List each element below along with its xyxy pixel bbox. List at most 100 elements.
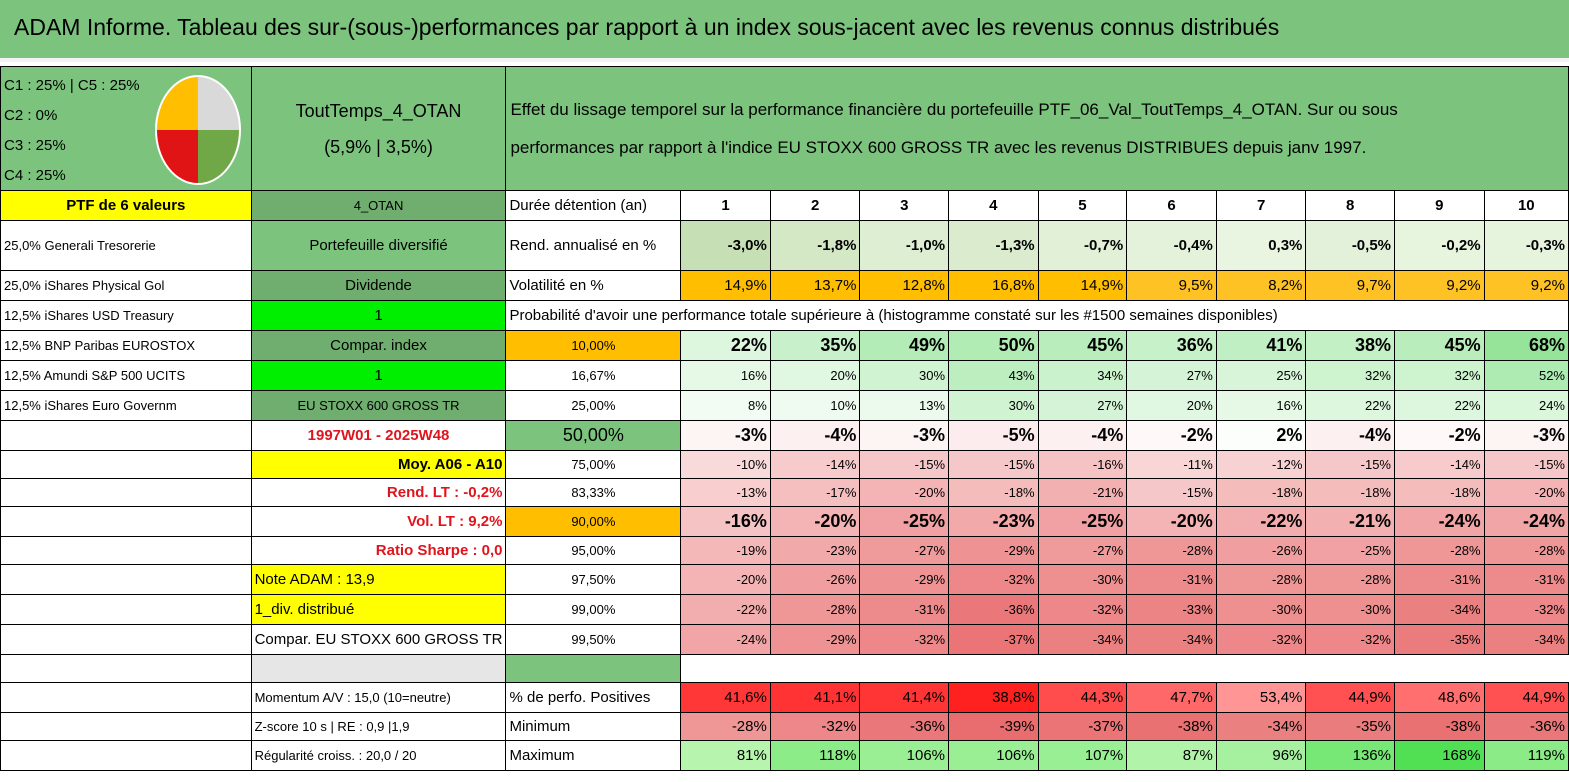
maximum-value: 106% [859,740,950,771]
quantile-value: -3% [1483,420,1569,451]
holding-ishares-usd-treasury: 12,5% iShares USD Treasury [0,300,252,331]
quantile-value: 16% [680,360,771,391]
rend-value: -3,0% [680,220,771,271]
blank-band [681,655,1569,683]
flag-one-a: 1 [250,300,507,331]
quantile-value: 10% [769,390,861,421]
quantile-value: 20% [769,360,861,391]
dividend-label: Dividende [250,270,507,301]
quantile-value: -18% [1215,478,1307,507]
maximum-value: 106% [948,740,1039,771]
quantile-value: -3% [680,420,771,451]
zscore-label: Z-score 10 s | RE : 0,9 |1,9 [250,712,507,741]
maximum-label: Maximum [505,740,682,771]
portfolio-stats: (5,9% | 3,5%) [324,136,433,157]
quantile-value: -25% [859,506,950,537]
quantile-value: 41% [1215,330,1307,361]
quantile-value: -31% [859,594,950,625]
quantile-value: -34% [1483,624,1569,655]
positives-value: 53,4% [1215,682,1307,713]
minimum-value: -36% [859,712,950,741]
duration-label: Durée détention (an) [505,190,682,221]
minimum-value: -37% [1037,712,1128,741]
quantile-value: -30% [1037,564,1128,595]
quantile-value: 22% [680,330,771,361]
positives-value: 47,7% [1126,682,1217,713]
quantile-value: -14% [769,450,861,479]
quantile-value: -21% [1037,478,1128,507]
quantile-value: -25% [1305,536,1395,565]
empty-left [0,506,252,537]
quantile-value: -34% [1394,594,1485,625]
quantile-value: -32% [859,624,950,655]
empty-left [0,420,252,451]
vol-label: Volatilité en % [505,270,682,301]
maximum-value: 107% [1037,740,1128,771]
quantile-value: -24% [680,624,771,655]
rend-lt-label: Rend. LT : -0,2% [250,478,507,507]
quantile-value: -3% [859,420,950,451]
quantile-value: -26% [1215,536,1307,565]
quantile-value: 22% [1305,390,1395,421]
minimum-value: -28% [680,712,771,741]
holding-generali: 25,0% Generali Tresorerie [0,220,252,271]
quantile-value: 27% [1037,390,1128,421]
quantile-value: -2% [1126,420,1217,451]
sharpe-label: Ratio Sharpe : 0,0 [250,536,507,565]
quantile-value: 32% [1305,360,1395,391]
compar-index-label: Compar. index [250,330,507,361]
quantile-value: -5% [948,420,1039,451]
quantile-value: -29% [948,536,1039,565]
quantile-value: 16% [1215,390,1307,421]
quantile-value: 22% [1394,390,1485,421]
year-header: 7 [1215,190,1307,221]
quantile-value: 50% [948,330,1039,361]
empty-left [0,682,252,713]
index-name: EU STOXX 600 GROSS TR [250,390,507,421]
empty-left [0,536,252,565]
rend-value: -1,0% [859,220,950,271]
year-header: 10 [1483,190,1569,221]
rend-value: -0,2% [1394,220,1485,271]
positives-value: 44,3% [1037,682,1128,713]
quantile-value: -34% [1126,624,1217,655]
quantile-value: 8% [680,390,771,421]
positives-value: 38,8% [948,682,1039,713]
positives-value: 41,6% [680,682,771,713]
empty-green [505,654,682,683]
quantile-value: -4% [1037,420,1128,451]
quantile-value: 30% [859,360,950,391]
vol-value: 12,8% [859,270,950,301]
quantile-value: -33% [1126,594,1217,625]
minimum-value: -38% [1394,712,1485,741]
quantile-value: -15% [1305,450,1395,479]
description-cell: Effet du lissage temporel sur la perform… [505,66,1569,191]
year-header: 2 [769,190,861,221]
quantile-level: 16,67% [505,360,682,391]
ptf-count: PTF de 6 valeurs [0,190,252,221]
quantile-level: 83,33% [505,478,682,507]
quantile-value: -27% [1037,536,1128,565]
quantile-value: -23% [948,506,1039,537]
description-line-1: Effet du lissage temporel sur la perform… [510,99,1398,119]
year-header: 6 [1126,190,1217,221]
empty-left [0,478,252,507]
holding-bnp-eurostox: 12,5% BNP Paribas EUROSTOX [0,330,252,361]
quantile-value: -15% [948,450,1039,479]
quantile-value: 35% [769,330,861,361]
quantile-value: -16% [1037,450,1128,479]
probability-label: Probabilité d'avoir une performance tota… [505,300,1485,331]
quantile-value: 52% [1483,360,1569,391]
period-label: 1997W01 - 2025W48 [250,420,507,451]
quantile-value: -32% [1037,594,1128,625]
pie-slice-c1 [156,76,198,130]
quantile-value: 30% [948,390,1039,421]
quantile-level: 25,00% [505,390,682,421]
dividend-distributed-label: 1_div. distribué [250,594,507,625]
quantile-value: -32% [1305,624,1395,655]
quantile-level: 10,00% [505,330,682,361]
minimum-value: -38% [1126,712,1217,741]
rend-value: -0,3% [1483,220,1569,271]
quantile-value: -15% [1483,450,1569,479]
quantile-value: -29% [859,564,950,595]
